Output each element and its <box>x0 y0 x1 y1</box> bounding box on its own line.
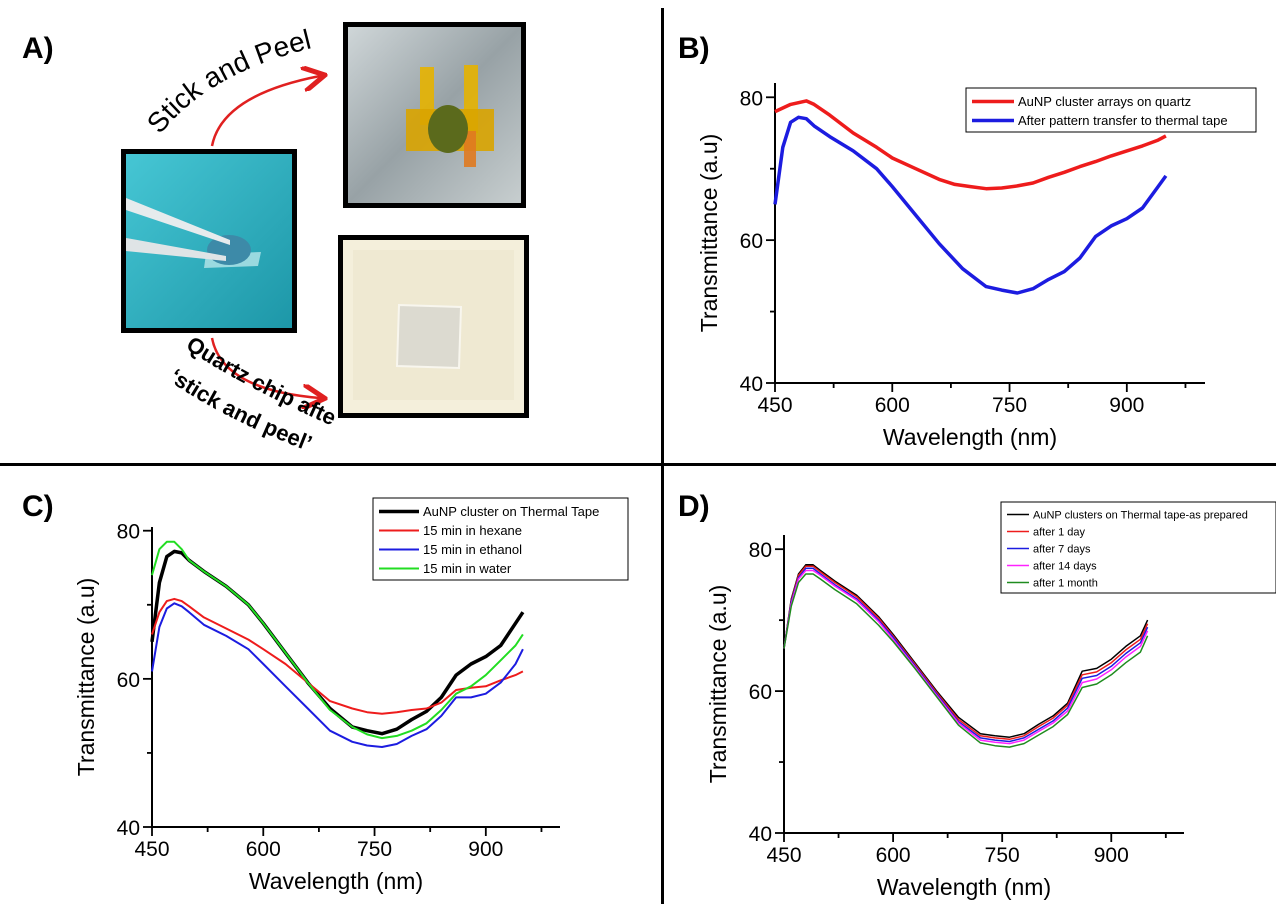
legend-label: After pattern transfer to thermal tape <box>1018 113 1228 128</box>
x-tick-label: 600 <box>876 844 911 867</box>
x-tick-label: 600 <box>875 394 910 417</box>
legend-label: AuNP clusters on Thermal tape-as prepare… <box>1033 509 1248 521</box>
legend-label: AuNP cluster arrays on quartz <box>1018 94 1191 109</box>
chart-c: 450 600 750 900 40 60 80 Wavelength (nm) Transmi… <box>73 497 629 894</box>
chart-b: 450 600 750 900 40 60 80 Wavelength (nm) Transmi… <box>696 83 1257 450</box>
x-tick-label: 450 <box>134 838 169 861</box>
legend-c: AuNP cluster on Thermal Tape 15 min in he… <box>372 497 629 581</box>
x-axis-title: Wavelength (nm) <box>883 424 1057 450</box>
legend-d: AuNP clusters on Thermal tape-as prepare… <box>1000 501 1276 594</box>
x-tick-label: 900 <box>468 838 503 861</box>
axes-d: 450 600 750 900 40 60 80 Wavelength (nm) Transmi… <box>705 535 1184 900</box>
axes-b: 450 600 750 900 40 60 80 Wavelength (nm) Transmi… <box>696 83 1205 450</box>
y-tick-label: 80 <box>740 87 763 110</box>
panel-label-d: D) <box>678 490 710 523</box>
y-tick-label: 40 <box>117 817 140 840</box>
svg-text:Stick and Peel: Stick and Peel <box>141 24 314 139</box>
chart-d: 450 600 750 900 40 60 80 Wavelength (nm) Transmi… <box>705 501 1276 900</box>
series-line-d-2 <box>783 565 1149 741</box>
y-axis-title: Transmittance (a.u) <box>705 585 731 784</box>
panel-label-a: A) <box>22 32 54 65</box>
x-axis-title: Wavelength (nm) <box>249 868 423 894</box>
x-tick-label: 600 <box>246 838 281 861</box>
tweezers-photo <box>121 149 297 333</box>
y-tick-label: 60 <box>749 681 772 704</box>
series-line-c-3 <box>151 602 524 748</box>
legend-box <box>965 87 1257 133</box>
quartz-chip-photo <box>338 235 529 418</box>
legend-label: AuNP cluster on Thermal Tape <box>423 504 599 519</box>
legend-label: 15 min in hexane <box>423 523 522 538</box>
axes-c: 450 600 750 900 40 60 80 Wavelength (nm) Transmi… <box>73 521 560 894</box>
x-tick-label: 900 <box>1109 394 1144 417</box>
legend-label: after 1 day <box>1033 526 1085 538</box>
tape-photo <box>343 22 526 208</box>
panel-label-c: C) <box>22 490 54 523</box>
x-tick-label: 900 <box>1094 844 1129 867</box>
x-tick-label: 450 <box>766 844 801 867</box>
legend-label: 15 min in ethanol <box>423 542 522 557</box>
y-tick-label: 40 <box>740 373 763 396</box>
y-tick-label: 60 <box>740 230 763 253</box>
series-line-d-4 <box>783 569 1149 745</box>
y-axis-title: Transmittance (a.u) <box>73 578 99 777</box>
arrow-down-curve <box>210 337 320 398</box>
horizontal-divider <box>0 463 1276 466</box>
y-tick-label: 80 <box>117 521 140 544</box>
x-tick-label: 750 <box>985 844 1020 867</box>
stick-and-peel-text: Stick and Peel <box>141 24 314 139</box>
quartz-chip-text-line1: Quartz chip after <box>0 0 340 430</box>
y-tick-label: 60 <box>117 669 140 692</box>
x-tick-label: 750 <box>992 394 1027 417</box>
series-line-b-2 <box>773 115 1168 295</box>
legend-label: 15 min in water <box>423 561 512 576</box>
series-line-c-4 <box>151 540 524 740</box>
panel-label-b: B) <box>678 32 710 65</box>
series-line-d-1 <box>783 564 1149 738</box>
x-axis-title: Wavelength (nm) <box>877 874 1051 900</box>
vertical-divider <box>661 8 664 904</box>
arrow-up-curve <box>210 76 320 147</box>
y-axis-title: Transmittance (a.u) <box>696 134 722 333</box>
series-line-d-3 <box>783 567 1149 743</box>
y-tick-label: 80 <box>749 539 772 562</box>
y-tick-label: 40 <box>749 823 772 846</box>
series-line-d-5 <box>783 573 1149 748</box>
series-line-b-1 <box>774 99 1167 191</box>
legend-label: after 1 month <box>1033 577 1098 589</box>
legend-box <box>1000 501 1276 594</box>
legend-label: after 14 days <box>1033 560 1097 572</box>
svg-text:Quartz chip after: Quartz chip after <box>0 0 340 430</box>
x-tick-label: 450 <box>757 394 792 417</box>
legend-label: after 7 days <box>1033 543 1091 555</box>
legend-b: AuNP cluster arrays on quartz After patte… <box>965 87 1257 133</box>
x-tick-label: 750 <box>357 838 392 861</box>
panel-a-annotations: Stick and Peel Quartz chip after ‘stick … <box>0 0 340 456</box>
